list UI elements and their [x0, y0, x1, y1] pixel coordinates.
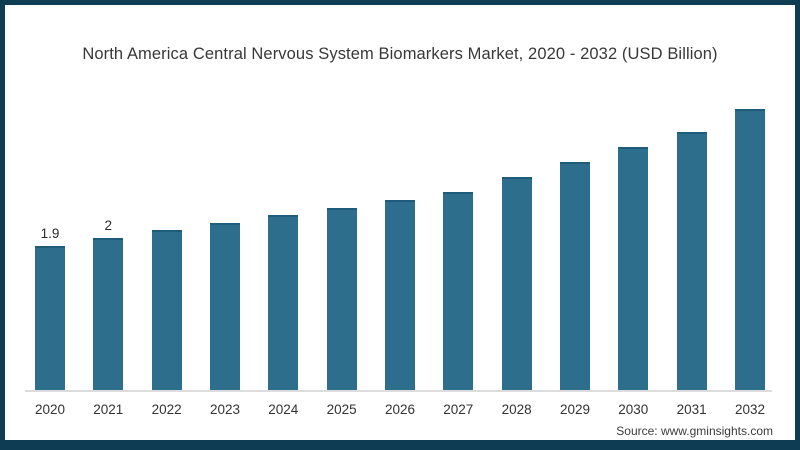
data-label-2021: 2 — [104, 218, 113, 233]
bar-2032 — [735, 109, 765, 390]
bar-2030 — [618, 147, 649, 390]
chart-title: North America Central Nervous System Bio… — [82, 45, 718, 63]
plot-area: 2020 1.9 2021 2 2022 2023 2024 2025 2026 2027 2028… — [5, 5, 795, 440]
x-tick-2028: 2028 — [501, 402, 532, 417]
bar-2024 — [268, 215, 299, 390]
x-tick-2025: 2025 — [326, 402, 357, 417]
source-attribution: Source: www.gminsights.com — [616, 424, 773, 438]
bar-2022 — [151, 230, 182, 390]
bar-2020 — [35, 246, 65, 390]
x-tick-2020: 2020 — [34, 402, 66, 417]
bar-2028 — [501, 177, 532, 390]
x-tick-2030: 2030 — [618, 402, 649, 417]
x-tick-2031: 2031 — [676, 402, 707, 417]
bar-2025 — [326, 208, 357, 390]
x-axis-line — [25, 390, 772, 392]
data-label-2020: 1.9 — [40, 226, 60, 241]
x-tick-2027: 2027 — [443, 402, 474, 417]
bar-2027 — [443, 192, 474, 390]
x-tick-2029: 2029 — [559, 402, 591, 417]
x-tick-2032: 2032 — [734, 402, 766, 417]
bar-2023 — [210, 223, 240, 390]
x-tick-2024: 2024 — [268, 402, 299, 417]
x-tick-2026: 2026 — [384, 402, 416, 417]
bar-2031 — [676, 132, 707, 390]
bar-2026 — [385, 200, 415, 390]
x-tick-2023: 2023 — [209, 402, 241, 417]
bar-2021 — [93, 238, 124, 390]
x-tick-2021: 2021 — [93, 402, 124, 417]
bar-2029 — [560, 162, 590, 390]
x-tick-2022: 2022 — [151, 402, 182, 417]
